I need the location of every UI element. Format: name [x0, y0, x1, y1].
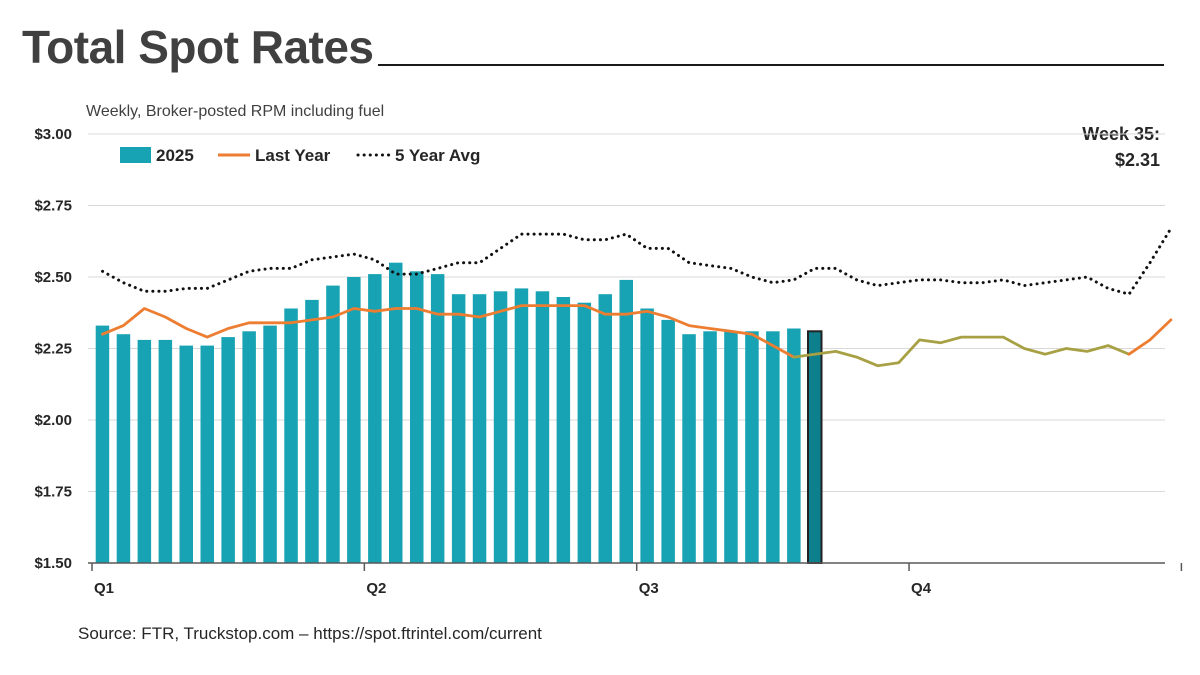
bar-2025-week-2 — [116, 334, 131, 563]
bar-2025-week-9 — [263, 325, 277, 563]
y-axis-tick-labels: $1.50 $1.75 $2.00 $2.25 $2.50 $2.75 $3.00 — [34, 126, 72, 572]
legend: 2025 Last Year 5 Year Avg — [120, 146, 480, 165]
bar-2025-week-28 — [661, 319, 675, 563]
x-quarter-label: Q2 — [366, 580, 386, 597]
bars-2025 — [95, 262, 823, 564]
y-tick-label: $1.50 — [34, 555, 72, 572]
bar-2025-week-34 — [787, 328, 801, 563]
bar-2025-week-26 — [619, 279, 633, 563]
bar-2025-week-15 — [389, 262, 403, 563]
x-quarter-label: Q1 — [94, 580, 114, 597]
legend-swatch-2025 — [120, 147, 151, 163]
x-axis: Q1 Q2 Q3 Q4 — [88, 562, 1183, 597]
bar-2025-week-16 — [410, 271, 424, 563]
bar-2025-week-4 — [158, 339, 173, 563]
callout-week-value: $2.31 — [1114, 150, 1160, 170]
bar-2025-week-25 — [598, 294, 612, 563]
bar-2025-week-6 — [200, 345, 214, 563]
bar-2025-week-31 — [724, 331, 738, 563]
bar-2025-week-33 — [766, 331, 780, 563]
bar-2025-week-8 — [242, 331, 256, 563]
bar-2025-week-18 — [451, 294, 466, 563]
line-last-year-end — [1127, 318, 1173, 356]
lines-layer — [101, 226, 1173, 368]
bar-2025-week-5 — [179, 345, 193, 563]
page-title: Total Spot Rates — [22, 21, 374, 73]
bar-2025-week-23 — [556, 297, 571, 563]
bar-2025-week-3 — [137, 339, 152, 563]
legend-label-last-year: Last Year — [255, 146, 331, 165]
chart-subtitle: Weekly, Broker-posted RPM including fuel — [86, 103, 385, 120]
y-tick-label: $2.50 — [34, 269, 72, 286]
bar-2025-week-24 — [577, 302, 592, 563]
x-quarter-label: Q4 — [911, 580, 932, 597]
source-note: Source: FTR, Truckstop.com – https://spo… — [78, 624, 542, 643]
bar-2025-week-30 — [703, 331, 717, 563]
y-tick-label: $1.75 — [34, 484, 72, 501]
bar-2025-week-21 — [514, 288, 529, 563]
legend-label-2025: 2025 — [156, 146, 194, 165]
legend-label-5-year-avg: 5 Year Avg — [395, 146, 480, 165]
y-tick-label: $2.00 — [34, 412, 72, 429]
bar-2025-week-1 — [95, 325, 110, 563]
title-rule — [378, 64, 1164, 66]
bar-2025-week-22 — [535, 291, 550, 563]
bar-2025-week-13 — [347, 277, 361, 563]
bar-2025-week-17 — [430, 274, 445, 563]
bar-2025-week-20 — [493, 291, 508, 563]
bar-2025-week-12 — [326, 285, 340, 563]
spot-rates-chart: $1.50 $1.75 $2.00 $2.25 $2.50 $2.75 $3.00 Q1 Q2… — [34, 126, 1183, 597]
bar-2025-week-35 — [807, 330, 823, 564]
bar-2025-week-27 — [640, 308, 654, 563]
bar-2025-week-32 — [745, 331, 759, 563]
bar-2025-week-7 — [221, 337, 235, 563]
bar-2025-week-14 — [368, 274, 382, 563]
line-5-year-avg — [101, 226, 1173, 296]
bar-2025-week-29 — [682, 334, 696, 563]
bar-2025-week-10 — [284, 308, 298, 563]
bar-2025-week-11 — [305, 299, 319, 563]
y-tick-label: $2.75 — [34, 198, 72, 215]
bar-2025-week-19 — [472, 294, 487, 563]
x-quarter-label: Q3 — [639, 580, 659, 597]
y-tick-label: $2.25 — [34, 341, 72, 358]
y-tick-label: $3.00 — [34, 126, 72, 143]
line-last-year-future — [792, 335, 1131, 368]
line-last-year — [101, 304, 796, 359]
